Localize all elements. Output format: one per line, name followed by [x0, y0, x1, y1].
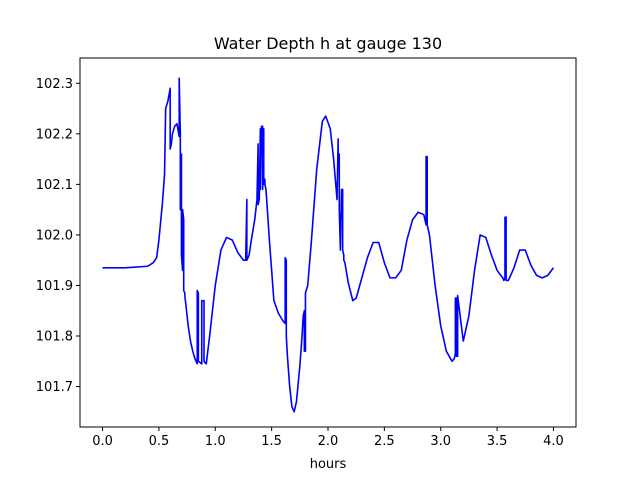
plot-area: [102, 77, 555, 413]
x-tick-label: 4.0: [543, 434, 564, 449]
x-tick-label: 3.0: [430, 434, 451, 449]
y-tick-label: 102.2: [36, 127, 73, 142]
y-tick-label: 101.7: [36, 380, 73, 395]
y-tick-label: 102.0: [36, 228, 73, 243]
y-tick-label: 102.3: [36, 77, 73, 92]
x-tick-label: 2.5: [374, 434, 395, 449]
y-tick-label: 101.9: [36, 279, 73, 294]
axes-frame: [79, 57, 577, 428]
x-tick-label: 3.5: [487, 434, 508, 449]
y-tick-label: 102.1: [36, 178, 73, 193]
y-axis: 101.7 101.8 101.9 102.0 102.1 102.2 102.3: [36, 77, 80, 395]
x-tick-label: 0.0: [92, 434, 113, 449]
x-tick-label: 1.5: [261, 434, 282, 449]
x-axis-label: hours: [310, 457, 347, 472]
chart-title: Water Depth h at gauge 130: [214, 34, 442, 53]
x-tick-label: 0.5: [149, 434, 170, 449]
series-line-0: [102, 77, 555, 413]
x-tick-label: 2.0: [318, 434, 339, 449]
y-tick-label: 101.8: [36, 330, 73, 345]
x-axis: 0.0 0.5 1.0 1.5 2.0 2.5 3.0 3.5 4.0: [92, 427, 564, 449]
x-tick-label: 1.0: [205, 434, 226, 449]
